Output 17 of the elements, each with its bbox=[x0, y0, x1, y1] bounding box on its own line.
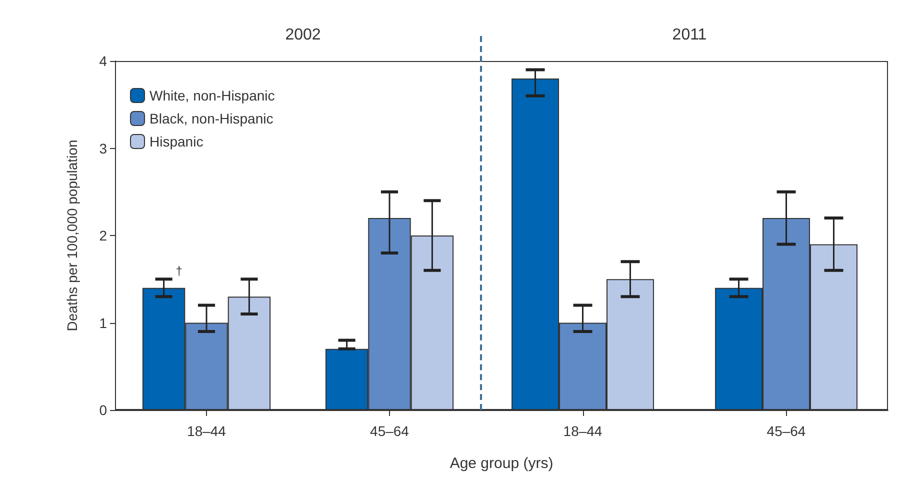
legend-label: White, non-Hispanic bbox=[150, 88, 275, 104]
x-tick-label: 45–64 bbox=[766, 423, 806, 439]
x-tick-label: 45–64 bbox=[370, 423, 410, 439]
y-tick-label: 0 bbox=[99, 402, 108, 418]
x-axis-title: Age group (yrs) bbox=[448, 455, 554, 472]
x-tick-label: 18–44 bbox=[187, 423, 226, 439]
y-tick-label: 1 bbox=[99, 314, 108, 331]
legend-label: Black, non-Hispanic bbox=[150, 110, 274, 126]
legend-label: Hispanic bbox=[150, 134, 204, 150]
chart-title: 2011 bbox=[672, 26, 707, 44]
annotation: † bbox=[176, 264, 182, 278]
chart-title: 2002 bbox=[285, 26, 321, 44]
y-tick-label: 2 bbox=[99, 228, 108, 244]
y-tick-label: 4 bbox=[99, 53, 108, 69]
y-axis-title: Deaths per 100,000 population bbox=[64, 140, 80, 332]
y-tick-label: 3 bbox=[99, 140, 108, 156]
x-tick-label: 18–44 bbox=[563, 423, 602, 439]
